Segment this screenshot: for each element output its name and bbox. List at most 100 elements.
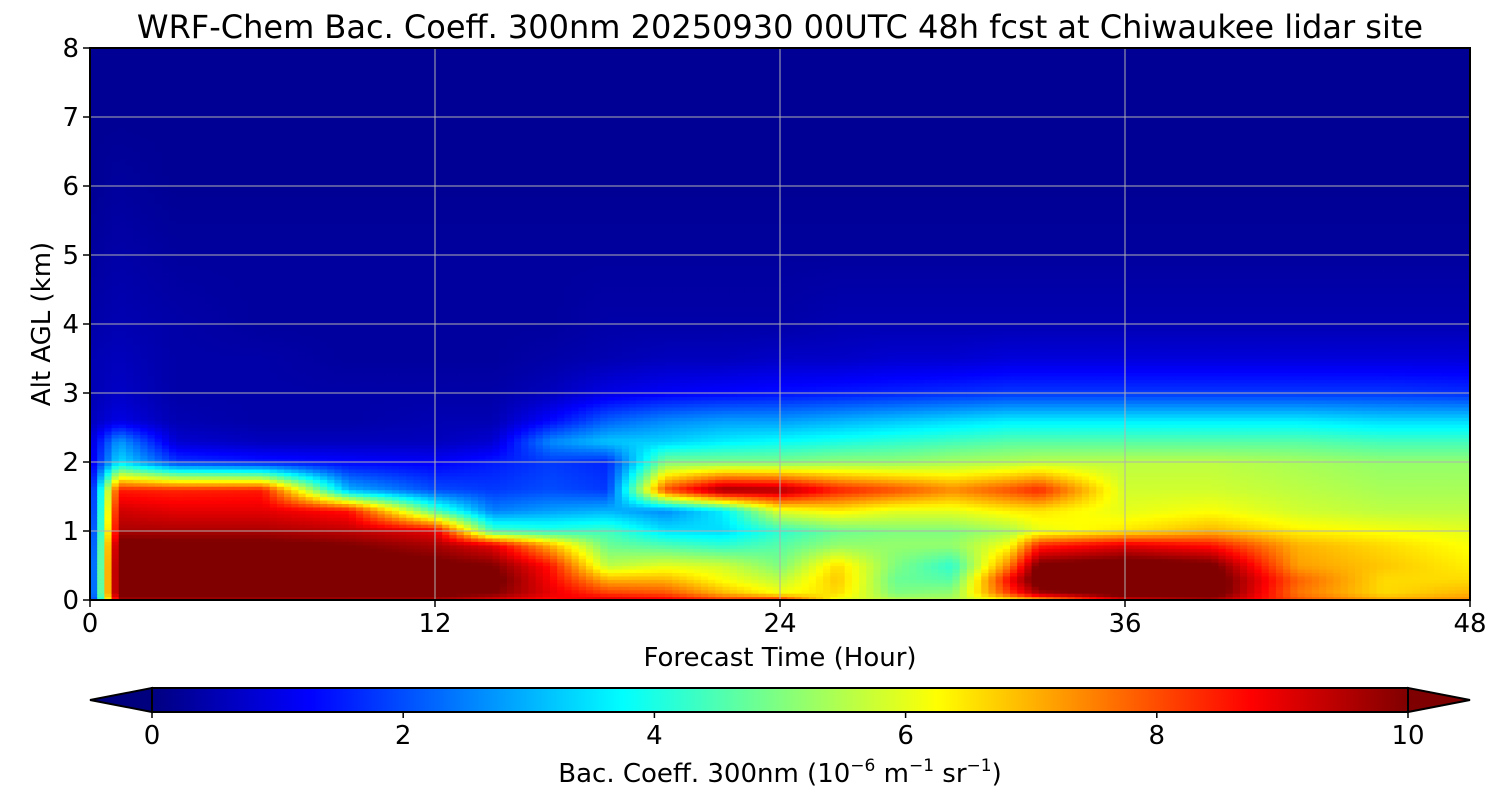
- heatmap-cell: [234, 334, 242, 338]
- heatmap-cell: [205, 120, 213, 124]
- heatmap-cell: [277, 214, 285, 218]
- heatmap-cell: [140, 410, 148, 414]
- heatmap-cell: [140, 131, 148, 135]
- heatmap-cell: [241, 524, 249, 528]
- heatmap-cell: [198, 469, 206, 473]
- heatmap-cell: [263, 231, 271, 235]
- heatmap-cell: [212, 127, 220, 131]
- heatmap-cell: [176, 586, 184, 590]
- heatmap-cell: [183, 138, 191, 142]
- heatmap-cell: [148, 141, 156, 145]
- heatmap-cell: [104, 341, 112, 345]
- heatmap-cell: [140, 86, 148, 90]
- heatmap-cell: [126, 203, 134, 207]
- heatmap-cell: [155, 93, 163, 97]
- heatmap-cell: [255, 117, 263, 121]
- heatmap-cell: [298, 58, 306, 62]
- heatmap-cell: [148, 269, 156, 273]
- heatmap-cell: [255, 193, 263, 197]
- heatmap-cell: [140, 245, 148, 249]
- heatmap-cell: [191, 134, 199, 138]
- heatmap-cell: [119, 189, 127, 193]
- heatmap-cell: [227, 586, 235, 590]
- heatmap-cell: [155, 193, 163, 197]
- heatmap-cell: [104, 169, 112, 173]
- heatmap-cell: [112, 145, 120, 149]
- heatmap-cell: [155, 579, 163, 583]
- heatmap-cell: [90, 583, 98, 587]
- heatmap-cell: [198, 283, 206, 287]
- heatmap-cell: [313, 497, 321, 501]
- heatmap-cell: [169, 521, 177, 525]
- heatmap-cell: [212, 234, 220, 238]
- heatmap-cell: [255, 369, 263, 373]
- heatmap-cell: [277, 417, 285, 421]
- heatmap-cell: [176, 445, 184, 449]
- heatmap-cell: [133, 517, 141, 521]
- heatmap-cell: [126, 255, 134, 259]
- heatmap-cell: [248, 379, 256, 383]
- heatmap-cell: [104, 162, 112, 166]
- heatmap-cell: [140, 307, 148, 311]
- heatmap-cell: [133, 193, 141, 197]
- heatmap-cell: [176, 255, 184, 259]
- heatmap-cell: [104, 214, 112, 218]
- heatmap-cell: [212, 203, 220, 207]
- heatmap-cell: [205, 345, 213, 349]
- heatmap-cell: [183, 203, 191, 207]
- heatmap-cell: [248, 138, 256, 142]
- heatmap-cell: [255, 279, 263, 283]
- heatmap-cell: [112, 403, 120, 407]
- heatmap-cell: [97, 145, 105, 149]
- heatmap-cell: [176, 55, 184, 59]
- heatmap-cell: [126, 434, 134, 438]
- heatmap-cell: [90, 441, 98, 445]
- heatmap-cell: [183, 231, 191, 235]
- heatmap-cell: [162, 124, 170, 128]
- heatmap-cell: [126, 372, 134, 376]
- heatmap-cell: [112, 307, 120, 311]
- heatmap-cell: [176, 279, 184, 283]
- heatmap-cell: [284, 262, 292, 266]
- heatmap-cell: [248, 307, 256, 311]
- heatmap-cell: [169, 393, 177, 397]
- heatmap-cell: [284, 196, 292, 200]
- heatmap-cell: [298, 393, 306, 397]
- heatmap-cell: [176, 424, 184, 428]
- heatmap-cell: [191, 334, 199, 338]
- heatmap-cell: [284, 214, 292, 218]
- heatmap-cell: [119, 231, 127, 235]
- heatmap-cell: [306, 393, 314, 397]
- heatmap-cell: [183, 62, 191, 66]
- heatmap-cell: [155, 362, 163, 366]
- heatmap-cell: [191, 265, 199, 269]
- heatmap-cell: [176, 134, 184, 138]
- heatmap-cell: [227, 483, 235, 487]
- heatmap-cell: [126, 400, 134, 404]
- heatmap-cell: [162, 552, 170, 556]
- heatmap-cell: [169, 583, 177, 587]
- heatmap-cell: [277, 179, 285, 183]
- heatmap-cell: [306, 403, 314, 407]
- heatmap-cell: [212, 207, 220, 211]
- heatmap-cell: [306, 386, 314, 390]
- heatmap-cell: [298, 96, 306, 100]
- heatmap-cell: [90, 283, 98, 287]
- heatmap-cell: [212, 521, 220, 525]
- heatmap-cell: [277, 538, 285, 542]
- heatmap-cell: [155, 127, 163, 131]
- heatmap-cell: [90, 338, 98, 342]
- heatmap-cell: [97, 545, 105, 549]
- heatmap-cell: [248, 200, 256, 204]
- heatmap-cell: [277, 169, 285, 173]
- heatmap-cell: [219, 255, 227, 259]
- heatmap-cell: [112, 386, 120, 390]
- heatmap-cell: [298, 445, 306, 449]
- heatmap-cell: [104, 438, 112, 442]
- heatmap-cell: [270, 517, 278, 521]
- heatmap-cell: [255, 231, 263, 235]
- heatmap-cell: [126, 348, 134, 352]
- heatmap-cell: [198, 566, 206, 570]
- heatmap-cell: [277, 145, 285, 149]
- heatmap-cell: [183, 521, 191, 525]
